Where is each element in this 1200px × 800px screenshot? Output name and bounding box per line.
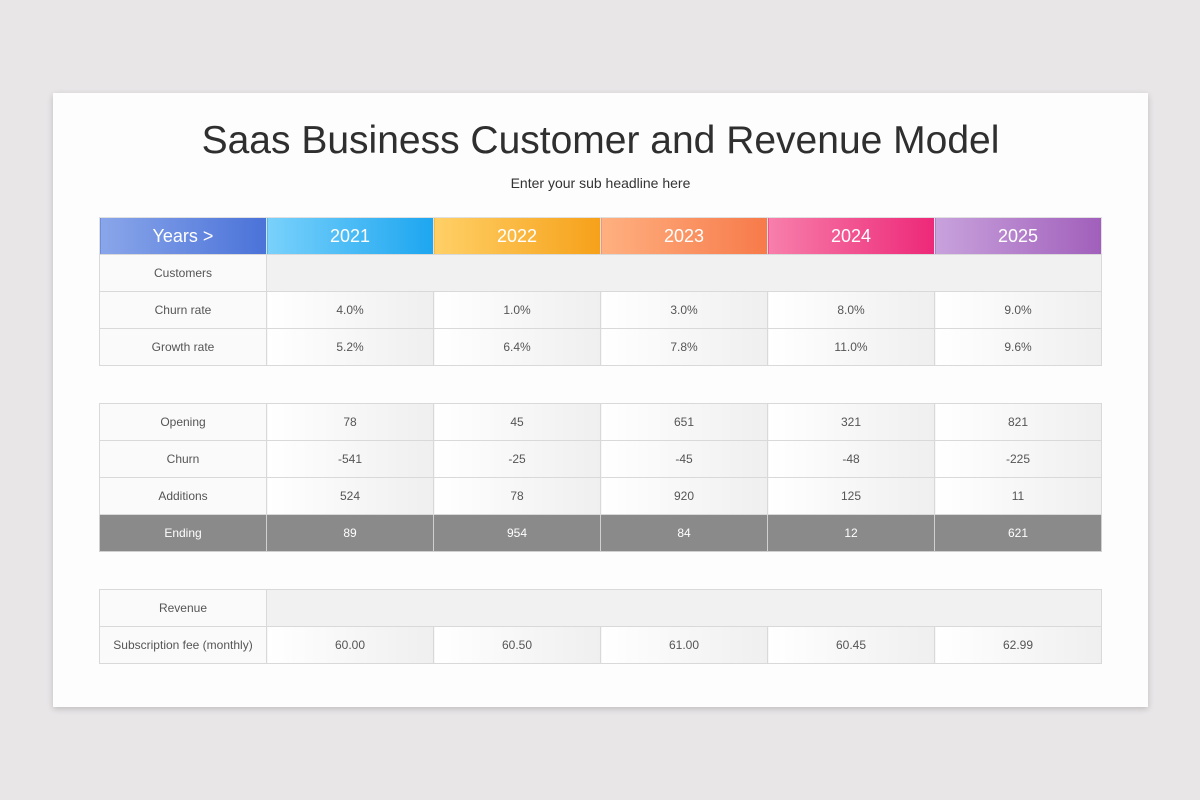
value-cell: -25 (433, 440, 601, 478)
year-cell: 2024 (767, 217, 935, 255)
value-cell: 12 (767, 514, 935, 552)
value-cell: 920 (600, 477, 768, 515)
table-row: Churn rate 4.0% 1.0% 3.0% 8.0% 9.0% (99, 291, 1102, 329)
group-label-revenue: Revenue (99, 589, 267, 627)
customers-group-row: Customers (99, 254, 1102, 292)
value-cell: 11 (934, 477, 1102, 515)
group-filler (266, 254, 1102, 292)
table-row: Ending 89 954 84 12 621 (99, 514, 1102, 552)
value-cell: 321 (767, 403, 935, 441)
value-cell: 5.2% (266, 328, 434, 366)
row-label: Additions (99, 477, 267, 515)
value-cell: -541 (266, 440, 434, 478)
value-cell: 84 (600, 514, 768, 552)
slide: Saas Business Customer and Revenue Model… (53, 93, 1148, 707)
year-cell: 2025 (934, 217, 1102, 255)
row-label: Ending (99, 514, 267, 552)
group-filler (266, 589, 1102, 627)
counts-table: Opening 78 45 651 321 821 Churn -541 -25 -45 -48 -2… (99, 403, 1102, 552)
value-cell: 954 (433, 514, 601, 552)
value-cell: 78 (266, 403, 434, 441)
value-cell: 60.45 (767, 626, 935, 664)
value-cell: -48 (767, 440, 935, 478)
row-label: Growth rate (99, 328, 267, 366)
value-cell: 524 (266, 477, 434, 515)
value-cell: 62.99 (934, 626, 1102, 664)
row-label: Opening (99, 403, 267, 441)
value-cell: 61.00 (600, 626, 768, 664)
value-cell: -225 (934, 440, 1102, 478)
years-header-row: Years > 2021 2022 2023 2024 2025 (99, 217, 1102, 255)
value-cell: 78 (433, 477, 601, 515)
value-cell: 89 (266, 514, 434, 552)
value-cell: 6.4% (433, 328, 601, 366)
years-label-cell: Years > (99, 217, 267, 255)
value-cell: 9.6% (934, 328, 1102, 366)
value-cell: 60.50 (433, 626, 601, 664)
value-cell: 8.0% (767, 291, 935, 329)
value-cell: -45 (600, 440, 768, 478)
value-cell: 821 (934, 403, 1102, 441)
table-row: Additions 524 78 920 125 11 (99, 477, 1102, 515)
value-cell: 651 (600, 403, 768, 441)
table-row: Opening 78 45 651 321 821 (99, 403, 1102, 441)
row-label: Subscription fee (monthly) (99, 626, 267, 664)
row-label: Churn (99, 440, 267, 478)
table-row: Churn -541 -25 -45 -48 -225 (99, 440, 1102, 478)
value-cell: 45 (433, 403, 601, 441)
value-cell: 9.0% (934, 291, 1102, 329)
value-cell: 60.00 (266, 626, 434, 664)
row-label: Churn rate (99, 291, 267, 329)
table-row: Subscription fee (monthly) 60.00 60.50 61.0… (99, 626, 1102, 664)
value-cell: 1.0% (433, 291, 601, 329)
value-cell: 4.0% (266, 291, 434, 329)
years-header-table: Years > 2021 2022 2023 2024 2025 (99, 217, 1102, 255)
group-label-customers: Customers (99, 254, 267, 292)
year-cell: 2023 (600, 217, 768, 255)
table-row: Growth rate 5.2% 6.4% 7.8% 11.0% 9.6% (99, 328, 1102, 366)
value-cell: 3.0% (600, 291, 768, 329)
revenue-group-row: Revenue (99, 589, 1102, 627)
page-title: Saas Business Customer and Revenue Model (201, 119, 1000, 162)
value-cell: 7.8% (600, 328, 768, 366)
value-cell: 621 (934, 514, 1102, 552)
year-cell: 2022 (433, 217, 601, 255)
year-cell: 2021 (266, 217, 434, 255)
customers-table: Customers Churn rate 4.0% 1.0% 3.0% 8.0% 9.0%… (99, 254, 1102, 366)
page-subtitle: Enter your sub headline here (510, 175, 691, 191)
revenue-table: Revenue Subscription fee (monthly) 60.00 6… (99, 589, 1102, 664)
value-cell: 11.0% (767, 328, 935, 366)
value-cell: 125 (767, 477, 935, 515)
